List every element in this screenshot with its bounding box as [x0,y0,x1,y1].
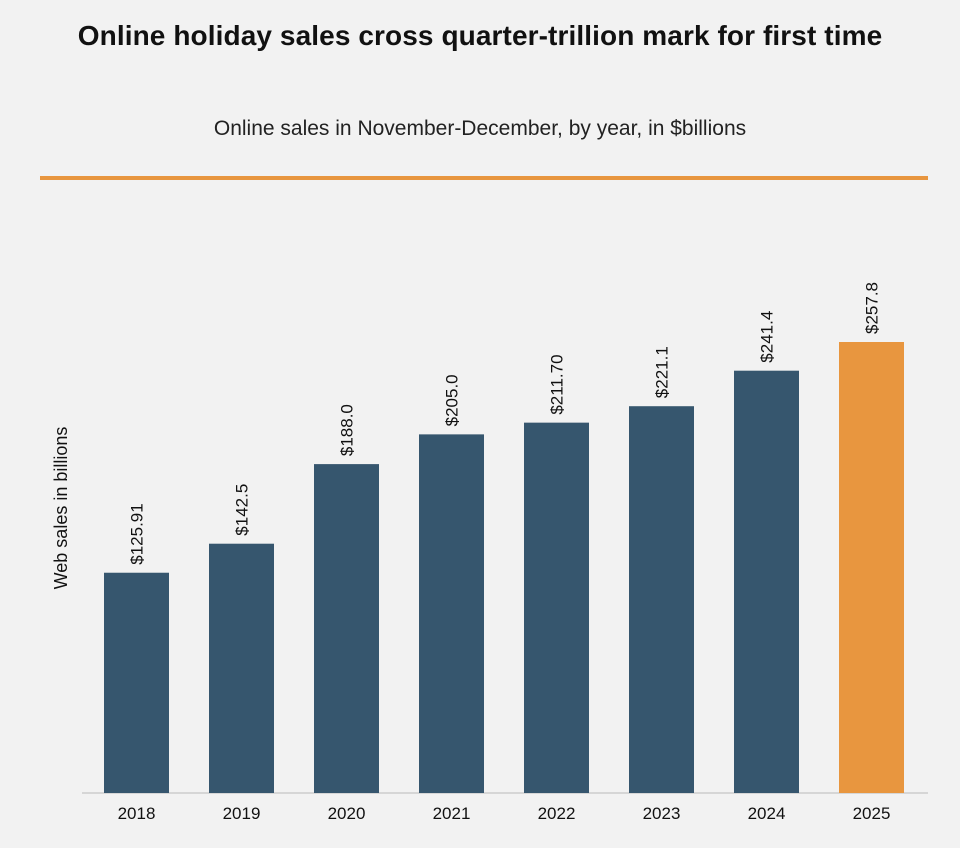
value-label-2025: $257.8 [863,282,882,334]
value-label-2021: $205.0 [443,374,462,426]
value-label-2023: $221.1 [653,346,672,398]
x-tick-2022: 2022 [538,804,576,823]
bar-2018 [104,572,169,793]
bar-2019 [209,543,274,793]
x-tick-2021: 2021 [433,804,471,823]
bar-2020 [314,464,379,793]
value-label-2018: $125.91 [128,503,147,564]
value-label-2022: $211.70 [548,354,567,414]
bar-2022 [524,422,589,793]
chart-title: Online holiday sales cross quarter-trill… [77,20,883,51]
chart-subtitle: Online sales in November-December, by ye… [213,117,747,140]
value-label-2019: $142.5 [233,484,252,536]
x-tick-2023: 2023 [643,804,681,823]
bar-2023 [629,406,694,793]
value-label-2020: $188.0 [338,404,357,456]
bar-2024 [734,370,799,793]
y-axis-label: Web sales in billions [51,427,71,590]
x-tick-2019: 2019 [223,804,261,823]
x-tick-2024: 2024 [748,804,786,823]
x-tick-2020: 2020 [328,804,366,823]
title-divider [40,176,928,180]
value-label-2024: $241.4 [758,311,777,363]
bar-2021 [419,434,484,793]
bar-2025 [839,342,904,793]
x-tick-2025: 2025 [853,804,891,823]
x-tick-2018: 2018 [118,804,156,823]
